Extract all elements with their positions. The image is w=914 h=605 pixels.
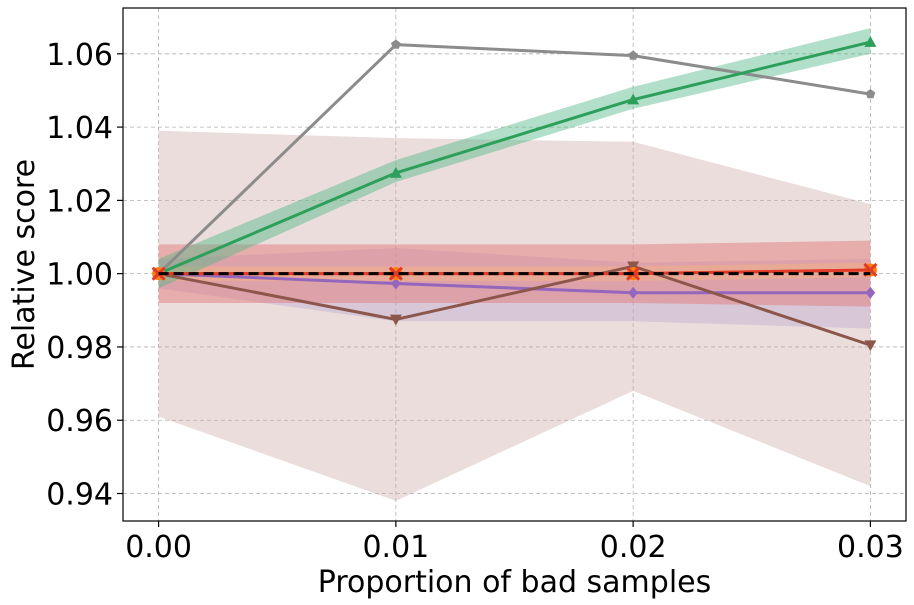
y-axis-ticks: 0.94 0.96 0.98 1.00 1.02 1.04 1.06 [46, 38, 123, 513]
x-tick-label-2: 0.02 [600, 530, 667, 565]
green-band [158, 28, 871, 289]
point-gray-3 [865, 89, 876, 99]
plot-frame [122, 7, 907, 522]
y-tick-label-6: 1.06 [46, 38, 113, 73]
y-tick-label-4: 1.02 [46, 184, 113, 219]
series-line-brown [158, 264, 871, 347]
point-gray-1 [391, 39, 401, 49]
x-tick-label-0: 0.00 [125, 530, 192, 565]
brown-band [158, 130, 871, 501]
series-line-purple [158, 272, 871, 295]
point-purple-2 [628, 286, 638, 299]
series-line-gray [157, 43, 871, 275]
y-tick-label-3: 1.00 [46, 258, 113, 293]
point-purple-3 [865, 286, 876, 299]
point-brown-1 [389, 314, 402, 326]
x-axis-ticks: 0.00 0.01 0.02 0.03 [125, 521, 904, 565]
point-green-1 [389, 166, 402, 178]
y-tick-label-0: 0.94 [46, 478, 113, 513]
point-green-2 [627, 93, 640, 105]
point-gray-2 [628, 50, 638, 60]
series-line-green [158, 40, 871, 276]
point-red-1 [388, 266, 403, 281]
x-tick-label-1: 0.01 [362, 530, 429, 565]
x-tick-label-3: 0.03 [837, 530, 904, 565]
point-purple-1 [391, 277, 401, 290]
x-axis-label: Proportion of bad samples [318, 565, 712, 600]
confidence-bands [158, 28, 871, 501]
point-brown-2 [627, 261, 640, 273]
y-axis-label: Relative score [7, 159, 42, 370]
point-brown-3 [864, 340, 877, 352]
y-tick-label-2: 0.98 [46, 331, 113, 366]
orange-band [158, 262, 871, 281]
point-red-1-stroke-b [388, 266, 403, 281]
y-tick-label-5: 1.04 [46, 111, 113, 146]
series-line-red [158, 268, 871, 276]
series-red [151, 262, 878, 281]
series-lines [151, 36, 878, 352]
point-green-3 [864, 36, 877, 47]
y-tick-label-1: 0.96 [46, 404, 113, 439]
